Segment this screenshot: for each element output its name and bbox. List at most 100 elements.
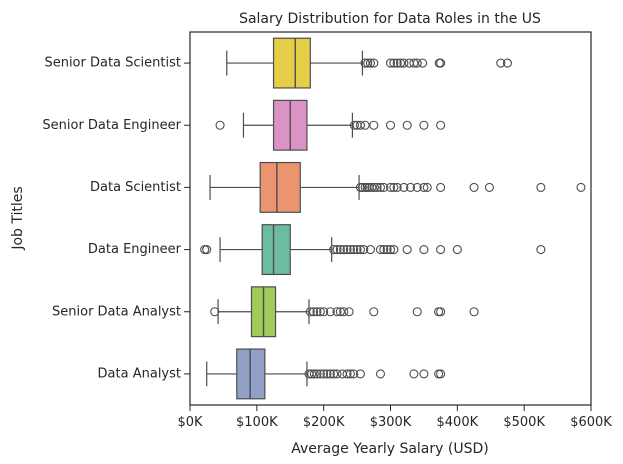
outlier-point <box>319 307 329 317</box>
outlier-point <box>345 369 355 379</box>
outlier-point <box>412 182 422 192</box>
outlier-point <box>349 120 359 130</box>
outlier-point <box>385 58 396 68</box>
outlier-point <box>325 307 335 317</box>
outlier-point <box>436 182 446 192</box>
outlier-point <box>412 58 422 68</box>
y-tick-label: Data Analyst <box>98 366 181 381</box>
outlier-point <box>357 182 367 192</box>
outlier-point <box>409 369 419 379</box>
outlier-point <box>452 245 462 255</box>
outlier-point <box>436 120 446 130</box>
outlier-point <box>335 245 345 255</box>
outlier-point <box>418 58 428 68</box>
y-tick-label: Senior Data Engineer <box>42 118 181 133</box>
outlier-point <box>312 307 322 317</box>
outlier-point <box>369 120 379 130</box>
outlier-point <box>307 369 317 379</box>
outlier-point <box>375 245 386 255</box>
outlier-point <box>360 58 370 68</box>
outlier-point <box>385 245 396 255</box>
outlier-point <box>402 245 412 255</box>
x-tick-label: $100K <box>236 415 278 430</box>
outlier-point <box>339 245 349 255</box>
outlier-point <box>422 182 432 192</box>
outlier-point <box>469 307 479 317</box>
outlier-point <box>369 182 380 192</box>
box-senior-data-scientist <box>272 37 311 89</box>
outlier-point <box>210 307 220 317</box>
outlier-point <box>215 120 225 130</box>
outlier-point <box>536 182 546 192</box>
y-tick-label: Senior Data Analyst <box>52 304 181 319</box>
y-tick-label: Data Engineer <box>88 242 182 257</box>
outlier-point <box>434 307 444 317</box>
y-tick-label: Senior Data Scientist <box>44 56 181 71</box>
outlier-point <box>469 182 479 192</box>
outlier-point <box>379 245 389 255</box>
outlier-point <box>332 245 342 255</box>
outlier-point <box>349 245 359 255</box>
outlier-point <box>402 120 412 130</box>
outlier-point <box>367 182 377 192</box>
box-data-engineer <box>261 224 291 276</box>
outlier-point <box>436 369 446 379</box>
outlier-point <box>536 245 546 255</box>
outlier-point <box>339 307 349 317</box>
outlier-point <box>342 245 352 255</box>
outlier-point <box>355 369 365 379</box>
outlier-point <box>342 369 352 379</box>
x-axis-label: Average Yearly Salary (USD) <box>291 441 488 457</box>
outlier-point <box>375 369 386 379</box>
outlier-point <box>355 245 365 255</box>
outlier-point <box>436 245 446 255</box>
outlier-point <box>392 182 402 192</box>
outlier-point <box>202 245 212 255</box>
outlier-point <box>409 58 419 68</box>
outlier-point <box>436 58 446 68</box>
outlier-point <box>399 182 409 192</box>
outlier-point <box>319 369 329 379</box>
outlier-point <box>576 182 586 192</box>
x-tick-label: $600K <box>570 415 612 430</box>
outlier-point <box>363 58 373 68</box>
outlier-point <box>352 245 362 255</box>
outlier-point <box>309 307 319 317</box>
outlier-point <box>389 58 399 68</box>
y-tick-label: Data Scientist <box>90 180 181 195</box>
outlier-point <box>395 58 406 68</box>
outlier-point <box>305 307 315 317</box>
outlier-point <box>337 369 347 379</box>
outlier-point <box>345 245 355 255</box>
outlier-point <box>329 245 339 255</box>
outlier-point <box>484 182 494 192</box>
outlier-point <box>309 369 319 379</box>
outlier-point <box>385 182 396 192</box>
outlier-point <box>375 182 386 192</box>
outlier-point <box>365 245 376 255</box>
outlier-point <box>412 307 422 317</box>
outlier-point <box>335 307 345 317</box>
outlier-point <box>399 58 409 68</box>
outlier-point <box>329 369 339 379</box>
outlier-point <box>389 245 399 255</box>
outlier-point <box>419 245 429 255</box>
outlier-point <box>502 58 513 68</box>
outlier-point <box>360 120 370 130</box>
outlier-point <box>405 182 416 192</box>
outlier-point <box>496 58 506 68</box>
outlier-point <box>315 369 325 379</box>
outlier-point <box>419 182 429 192</box>
outlier-point <box>419 120 429 130</box>
outlier-point <box>404 58 414 68</box>
outlier-point <box>200 245 210 255</box>
y-axis-label: Job Titles <box>10 186 26 250</box>
outlier-point <box>385 120 396 130</box>
x-tick-label: $400K <box>437 415 479 430</box>
outlier-point <box>349 369 359 379</box>
outlier-point <box>369 58 379 68</box>
outlier-point <box>325 369 335 379</box>
x-tick-label: $300K <box>370 415 412 430</box>
outlier-point <box>315 307 325 317</box>
